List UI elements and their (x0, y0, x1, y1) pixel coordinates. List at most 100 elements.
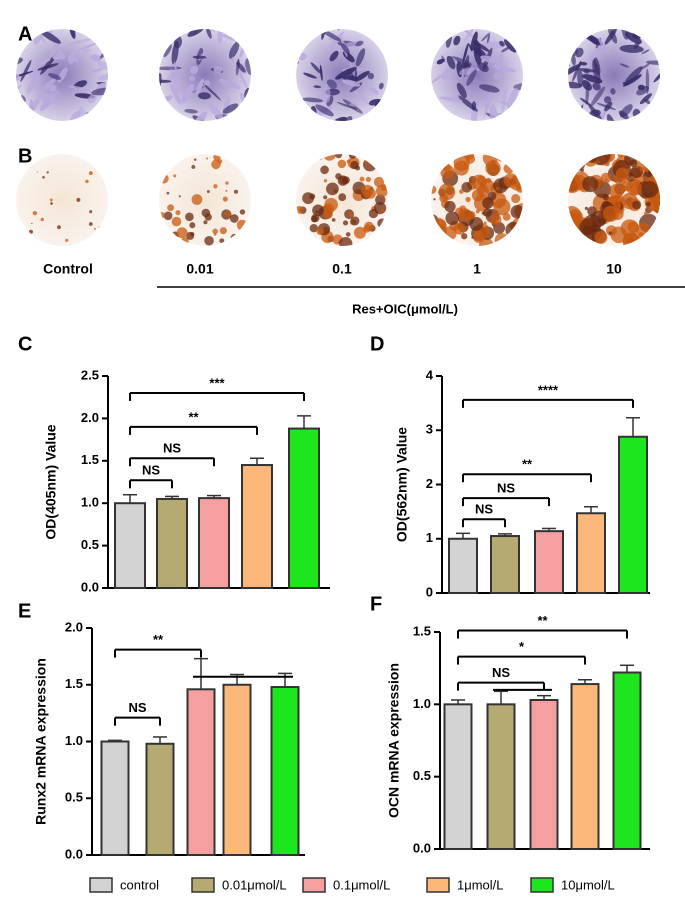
texture (342, 17, 357, 31)
texture (582, 74, 603, 84)
texture (338, 193, 347, 202)
texture (435, 228, 439, 232)
texture (467, 211, 476, 220)
y-axis-label: OD(405nm) Value (43, 424, 59, 539)
texture (217, 29, 223, 44)
texture (310, 62, 322, 75)
texture (431, 154, 440, 166)
texture (76, 197, 81, 202)
texture (572, 60, 582, 82)
bar (448, 537, 478, 594)
texture (546, 66, 563, 82)
texture (35, 58, 51, 66)
texture (471, 189, 485, 202)
stain-image (568, 154, 660, 246)
texture (36, 171, 38, 173)
texture (461, 182, 473, 193)
texture (322, 29, 342, 42)
texture (342, 220, 349, 226)
legend-label: 0.01μmol/L (222, 877, 287, 892)
texture (189, 81, 210, 94)
texture (605, 225, 617, 236)
texture (139, 72, 160, 94)
bar (222, 683, 252, 856)
texture (58, 9, 68, 20)
texture (373, 201, 387, 215)
bar (100, 740, 130, 856)
panel-label: F (370, 593, 382, 615)
texture (510, 204, 523, 219)
texture (450, 56, 472, 66)
texture (574, 155, 584, 165)
texture (348, 154, 357, 159)
texture (301, 242, 305, 246)
texture (159, 160, 168, 172)
texture (469, 217, 484, 231)
texture (468, 43, 473, 51)
texture (593, 56, 601, 75)
texture (597, 37, 610, 55)
significance-label: NS (475, 502, 493, 517)
texture (385, 87, 388, 100)
texture (431, 74, 444, 84)
texture (579, 218, 597, 236)
texture (380, 208, 385, 212)
texture (637, 84, 646, 91)
texture (213, 233, 217, 236)
y-tick-label: 0.5 (413, 768, 431, 783)
texture (236, 219, 248, 231)
texture (568, 64, 582, 77)
texture (326, 79, 337, 89)
texture (99, 29, 108, 35)
texture (88, 222, 93, 226)
significance-label: ** (537, 613, 548, 628)
texture (653, 63, 660, 83)
texture (480, 55, 497, 63)
texture (204, 213, 212, 221)
texture (160, 227, 166, 232)
texture (644, 211, 648, 216)
texture (296, 90, 299, 103)
texture (606, 114, 617, 121)
texture (483, 41, 505, 49)
texture (604, 101, 613, 112)
texture (578, 237, 592, 246)
texture (296, 53, 299, 64)
texture (645, 60, 660, 65)
texture (208, 120, 224, 140)
texture (484, 29, 496, 30)
y-tick-label: 1.0 (413, 696, 431, 711)
texture (240, 29, 244, 35)
texture (159, 232, 166, 240)
texture (648, 170, 652, 174)
bar (443, 703, 473, 850)
texture (639, 93, 652, 105)
texture (459, 67, 475, 76)
texture (440, 164, 455, 180)
texture (335, 154, 343, 159)
texture (167, 204, 175, 212)
texture (639, 167, 644, 172)
texture (311, 213, 320, 223)
texture (453, 222, 466, 235)
y-tick-label: 1.5 (413, 623, 431, 638)
texture (617, 154, 624, 158)
texture (580, 97, 591, 106)
texture (225, 181, 229, 185)
texture (568, 234, 577, 246)
texture (18, 222, 23, 227)
texture (68, 85, 90, 91)
y-tick-label: 0.5 (81, 537, 99, 552)
texture (568, 81, 583, 89)
significance-label: ** (188, 409, 199, 424)
texture (349, 120, 372, 121)
texture (608, 184, 624, 199)
y-tick-label: 3 (426, 422, 433, 437)
texture (355, 48, 366, 67)
texture (503, 173, 518, 188)
texture (225, 189, 228, 192)
texture (581, 241, 591, 246)
texture (62, 120, 68, 121)
texture (57, 225, 61, 230)
texture (26, 78, 36, 95)
